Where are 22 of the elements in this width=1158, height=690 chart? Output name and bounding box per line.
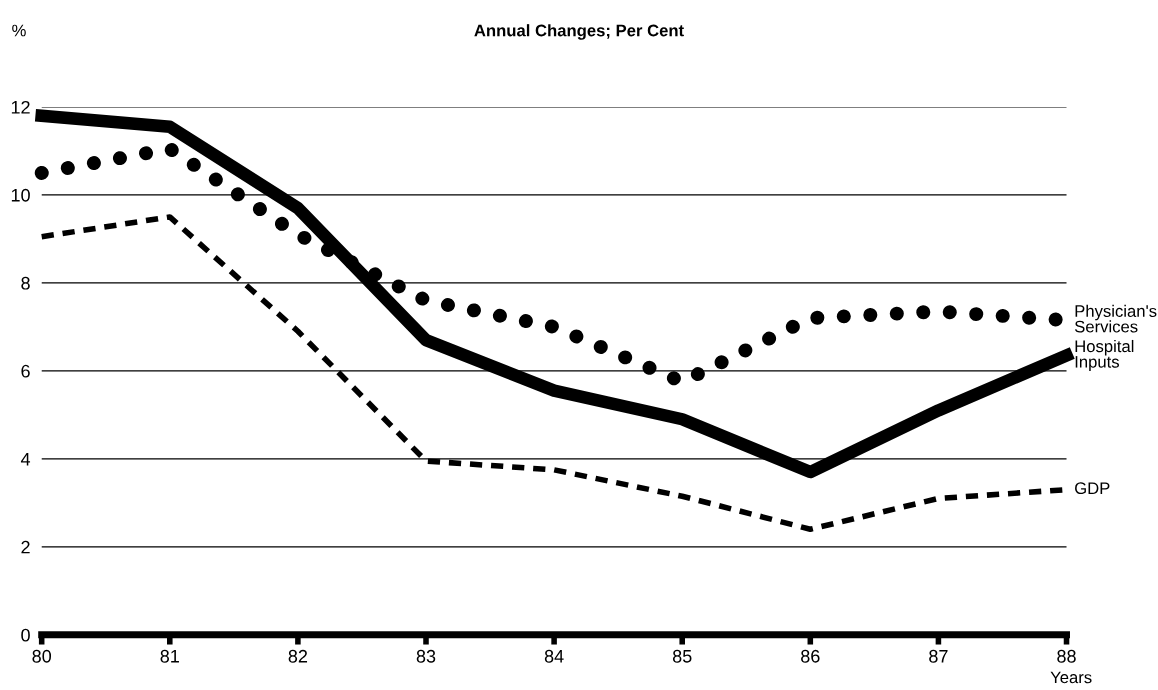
x-tick-label: 84 <box>544 649 564 663</box>
y-tick-label: 10 <box>11 188 30 202</box>
series-label: Physician's Services <box>1074 304 1157 333</box>
y-tick-label: 4 <box>20 452 31 466</box>
x-tick-label: 81 <box>160 649 179 663</box>
x-tick-label: 88 <box>1057 649 1076 663</box>
y-tick-label: 12 <box>11 100 30 114</box>
y-tick-label: 6 <box>21 364 30 378</box>
series-label: Hospital Inputs <box>1075 339 1134 372</box>
x-tick-label: 85 <box>672 649 692 663</box>
x-axis-title: Years <box>1050 671 1092 684</box>
x-tick-label: 80 <box>32 649 52 663</box>
x-tick-label: 86 <box>801 649 820 663</box>
x-tick-label: 82 <box>288 649 308 663</box>
x-tick-label: 87 <box>929 649 948 663</box>
x-tick-label: 83 <box>416 649 436 663</box>
series-label: GDP <box>1075 482 1110 495</box>
y-tick-label: 2 <box>21 540 30 554</box>
y-tick-label: 0 <box>21 628 30 642</box>
y-axis-title: % <box>12 24 26 37</box>
chart-title: Annual Changes; Per Cent <box>474 24 684 40</box>
y-tick-label: 8 <box>21 276 30 290</box>
